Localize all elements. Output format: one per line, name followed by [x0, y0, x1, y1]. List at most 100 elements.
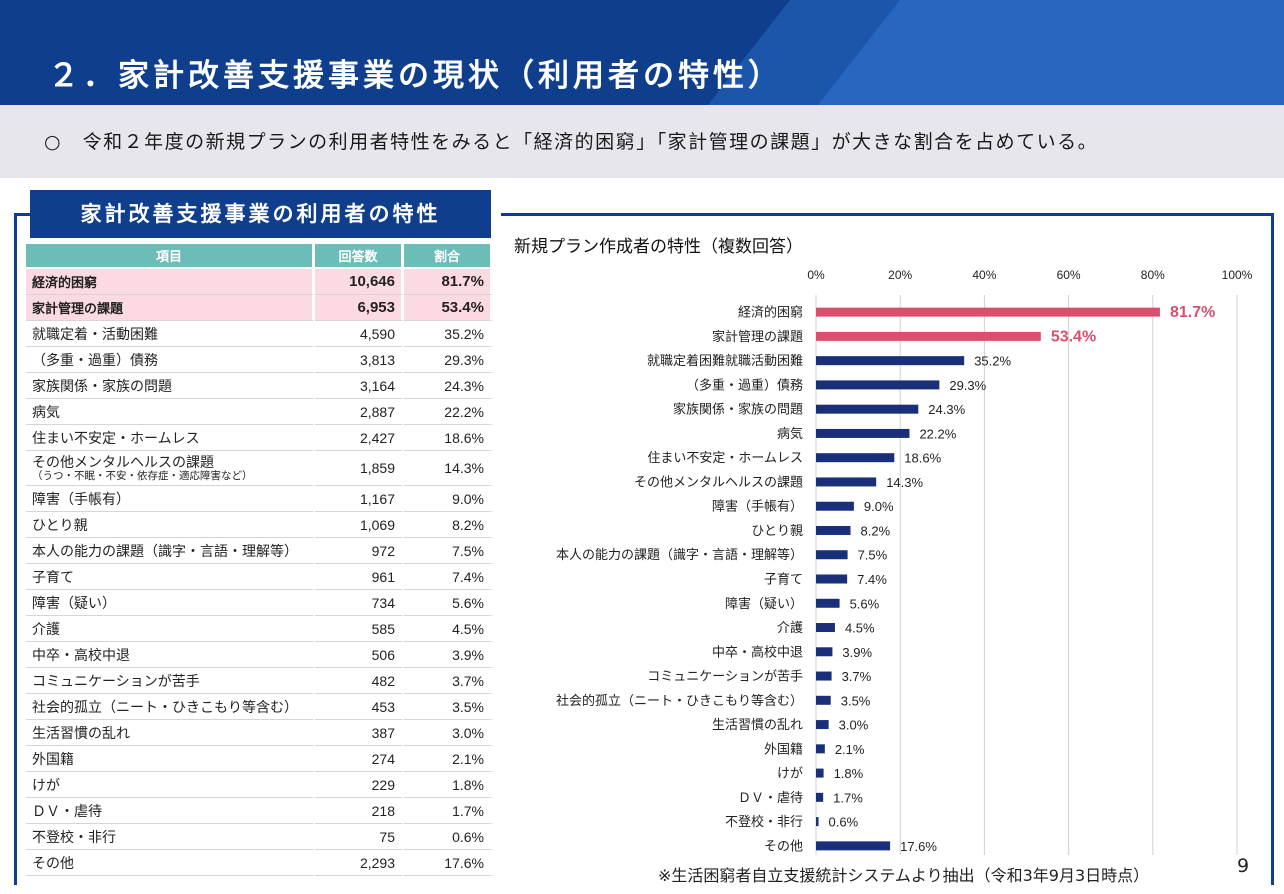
row-ratio: 24.3% — [404, 373, 493, 399]
bar — [816, 647, 833, 657]
category-label: （多重・過重）債務 — [686, 377, 803, 393]
table-row: 病気 2,887 22.2% — [26, 399, 493, 425]
row-count: 961 — [315, 564, 404, 590]
row-item: 障害（手帳有） — [26, 486, 315, 512]
category-label: 就職定着困難就職活動困難 — [647, 353, 803, 369]
value-label: 3.0% — [839, 718, 869, 733]
category-label: 本人の能力の課題（識字・言語・理解等） — [556, 547, 803, 563]
row-count: 387 — [315, 720, 404, 746]
category-label: 障害（手帳有） — [712, 499, 803, 515]
table-row: 住まい不安定・ホームレス 2,427 18.6% — [26, 425, 493, 451]
bar — [816, 477, 877, 487]
value-label: 8.2% — [861, 523, 891, 538]
row-count: 3,813 — [315, 347, 404, 373]
value-label: 7.4% — [857, 572, 887, 587]
value-label: 2.1% — [835, 742, 865, 757]
row-ratio: 7.4% — [404, 564, 493, 590]
category-label: 住まい不安定・ホームレス — [647, 451, 803, 466]
row-ratio: 9.0% — [404, 486, 493, 512]
row-count: 2,887 — [315, 399, 404, 425]
bar — [816, 744, 825, 754]
row-item-label: その他メンタルヘルスの課題 — [32, 454, 214, 470]
row-ratio: 3.9% — [404, 642, 493, 668]
row-item: 社会的孤立（ニート・ひきこもり等含む） — [26, 694, 315, 720]
category-label: 障害（疑い） — [725, 596, 803, 612]
panel-frame — [14, 213, 1274, 885]
row-item: ＤＶ・虐待 — [26, 798, 315, 824]
row-count: 734 — [315, 590, 404, 616]
bar — [816, 550, 848, 560]
category-label: 不登校・非行 — [725, 814, 803, 830]
row-count: 218 — [315, 798, 404, 824]
row-count: 1,167 — [315, 486, 404, 512]
x-tick-label: 80% — [1141, 268, 1165, 282]
bar-chart: 0% 20% 40% 60% 80% 100% 経済的困窮 81.7% 家計管理の課題 53.4%… — [556, 268, 1253, 855]
row-item: （多重・過重）債務 — [26, 347, 315, 373]
category-label: その他 — [764, 839, 803, 854]
data-table: 項目 回答数 割合 経済的困窮 10,646 81.7% 家計管理の課題 6,953 53… — [26, 244, 493, 876]
x-tick-label: 60% — [1057, 268, 1081, 282]
table-header-row: 項目 回答数 割合 — [26, 244, 493, 269]
category-label: けが — [777, 767, 803, 782]
header-item: 項目 — [26, 244, 315, 269]
page-number: 9 — [1237, 855, 1250, 877]
row-count: 3,164 — [315, 373, 404, 399]
row-count: 10,646 — [315, 269, 404, 295]
row-item: その他 — [26, 850, 315, 876]
value-label: 24.3% — [928, 402, 965, 417]
row-item: 経済的困窮 — [26, 269, 315, 295]
source-note: ※生活困窮者自立支援統計システムより抽出（令和3年9月3日時点） — [658, 866, 1150, 885]
panel-title: 家計改善支援事業の利用者の特性 — [30, 190, 491, 238]
value-label: 53.4% — [1051, 328, 1096, 345]
bar — [816, 671, 832, 681]
row-item: 病気 — [26, 399, 315, 425]
row-ratio: 2.1% — [404, 746, 493, 772]
row-count: 482 — [315, 668, 404, 694]
page-title: ２．家計改善支援事業の現状（利用者の特性） — [48, 58, 783, 94]
row-count: 506 — [315, 642, 404, 668]
row-count: 229 — [315, 772, 404, 798]
value-label: 1.7% — [833, 790, 863, 805]
row-ratio: 7.5% — [404, 538, 493, 564]
row-count: 2,427 — [315, 425, 404, 451]
row-ratio: 35.2% — [404, 321, 493, 347]
row-item: 本人の能力の課題（識字・言語・理解等） — [26, 538, 315, 564]
row-item: 子育て — [26, 564, 315, 590]
value-label: 3.5% — [841, 693, 871, 708]
x-tick-label: 0% — [807, 268, 825, 282]
value-label: 35.2% — [974, 354, 1011, 369]
row-ratio: 3.5% — [404, 694, 493, 720]
summary-band — [0, 105, 1284, 178]
bar — [816, 356, 965, 366]
value-label: 7.5% — [858, 548, 888, 563]
row-count: 2,293 — [315, 850, 404, 876]
row-item: 中卒・高校中退 — [26, 642, 315, 668]
table-row: その他メンタルヘルスの課題 （うつ・不眠・不安・依存症・適応障害など） 1,859 1… — [26, 451, 493, 486]
value-label: 17.6% — [900, 839, 937, 854]
row-item: 障害（疑い） — [26, 590, 315, 616]
x-tick-label: 100% — [1222, 268, 1253, 282]
category-label: 家族関係・家族の問題 — [673, 402, 803, 418]
bar — [816, 768, 824, 778]
category-label: 中卒・高校中退 — [712, 644, 803, 660]
row-ratio: 14.3% — [404, 451, 493, 486]
table-row: 経済的困窮 10,646 81.7% — [26, 269, 493, 295]
category-label: ＤＶ・虐待 — [738, 790, 803, 806]
bar — [816, 331, 1041, 341]
value-label: 14.3% — [886, 475, 923, 490]
title-bar — [0, 0, 1284, 105]
value-label: 81.7% — [1170, 304, 1215, 321]
bar — [816, 817, 819, 827]
category-label: 家計管理の課題 — [712, 329, 803, 345]
row-item: コミュニケーションが苦手 — [26, 668, 315, 694]
category-label: コミュニケーションが苦手 — [647, 669, 803, 685]
bar — [816, 525, 851, 535]
x-tick-label: 20% — [888, 268, 912, 282]
category-label: 外国籍 — [764, 741, 803, 757]
table-row: 生活習慣の乱れ 387 3.0% — [26, 720, 493, 746]
bar — [816, 428, 910, 438]
value-label: 4.5% — [845, 621, 875, 636]
value-label: 1.8% — [834, 766, 864, 781]
row-item: ひとり親 — [26, 512, 315, 538]
value-label: 3.9% — [842, 645, 872, 660]
